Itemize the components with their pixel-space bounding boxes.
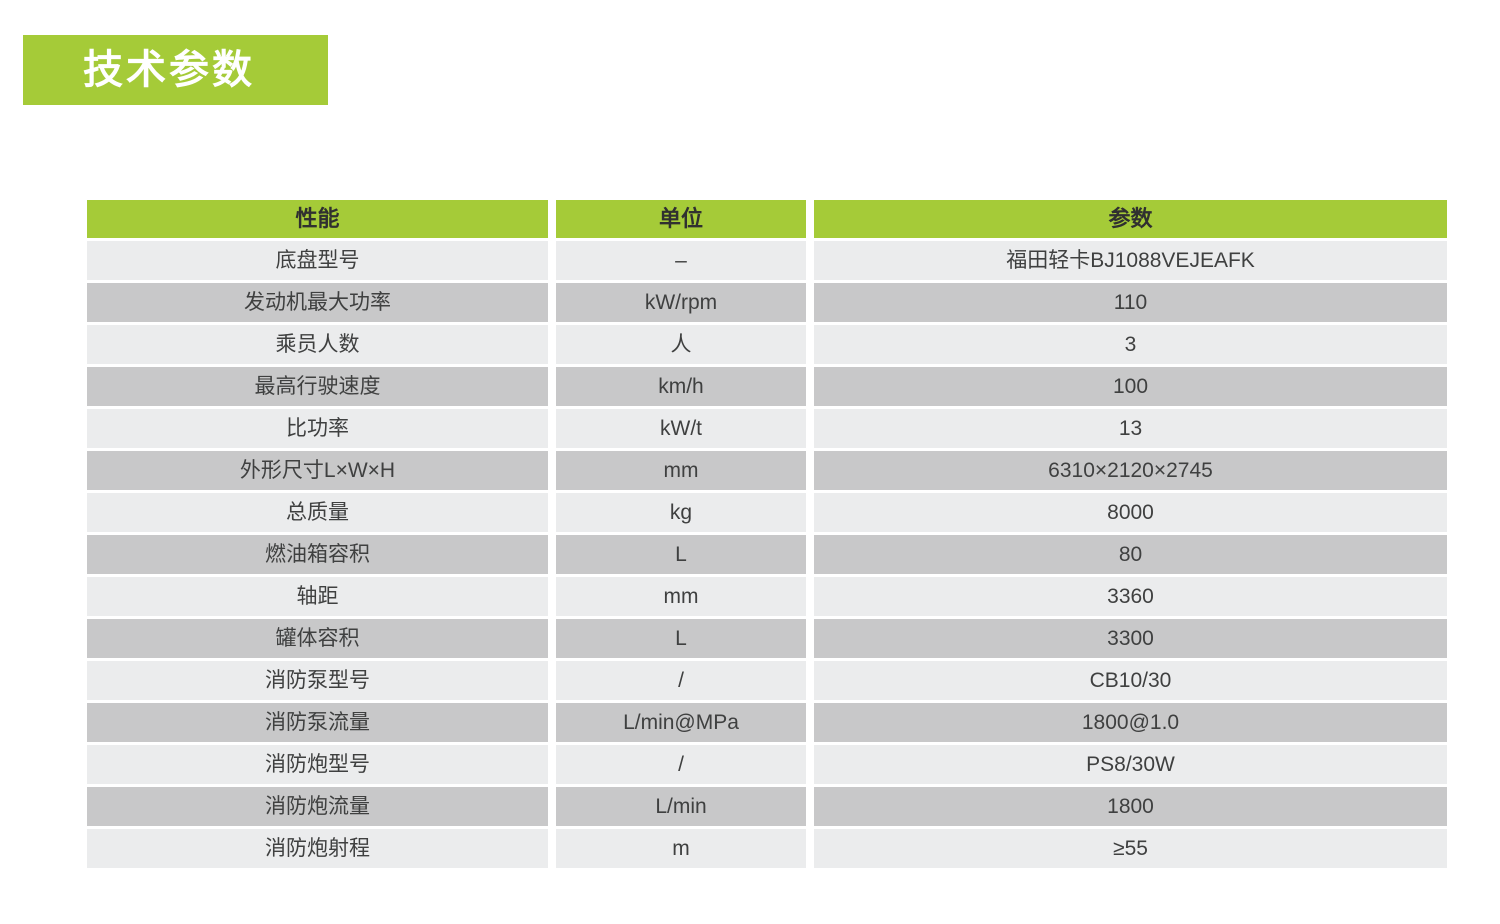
param-name-cell: 总质量: [87, 493, 548, 532]
col-header-parameter: 参数: [814, 200, 1447, 238]
param-name-cell: 消防炮流量: [87, 787, 548, 826]
param-name-cell: 乘员人数: [87, 325, 548, 364]
value-cell: 6310×2120×2745: [814, 451, 1447, 490]
col-header-unit: 单位: [556, 200, 806, 238]
value-cell: 80: [814, 535, 1447, 574]
unit-cell: L: [556, 535, 806, 574]
param-name-cell: 发动机最大功率: [87, 283, 548, 322]
unit-cell: kW/t: [556, 409, 806, 448]
param-name-cell: 比功率: [87, 409, 548, 448]
spec-table: 性能 单位 参数 底盘型号 – 福田轻卡BJ1088VEJEAFK 发动机最大功率 kW…: [87, 200, 1447, 868]
value-cell: 13: [814, 409, 1447, 448]
unit-cell: –: [556, 241, 806, 280]
unit-cell: kW/rpm: [556, 283, 806, 322]
unit-cell: /: [556, 661, 806, 700]
value-cell: 1800@1.0: [814, 703, 1447, 742]
unit-cell: 人: [556, 325, 806, 364]
unit-cell: L: [556, 619, 806, 658]
param-name-cell: 燃油箱容积: [87, 535, 548, 574]
param-name-cell: 最高行驶速度: [87, 367, 548, 406]
unit-cell: L/min@MPa: [556, 703, 806, 742]
section-title-banner: 技术参数: [23, 35, 328, 105]
unit-cell: mm: [556, 451, 806, 490]
value-cell: PS8/30W: [814, 745, 1447, 784]
param-name-cell: 底盘型号: [87, 241, 548, 280]
value-cell: 8000: [814, 493, 1447, 532]
param-name-cell: 消防泵型号: [87, 661, 548, 700]
col-header-performance: 性能: [87, 200, 548, 238]
unit-cell: mm: [556, 577, 806, 616]
value-cell: CB10/30: [814, 661, 1447, 700]
value-cell: 3: [814, 325, 1447, 364]
value-cell: ≥55: [814, 829, 1447, 868]
value-cell: 100: [814, 367, 1447, 406]
param-name-cell: 消防炮射程: [87, 829, 548, 868]
unit-cell: m: [556, 829, 806, 868]
unit-cell: kg: [556, 493, 806, 532]
value-cell: 3360: [814, 577, 1447, 616]
page-title: 技术参数: [83, 48, 255, 92]
unit-cell: km/h: [556, 367, 806, 406]
param-name-cell: 消防炮型号: [87, 745, 548, 784]
param-name-cell: 外形尺寸L×W×H: [87, 451, 548, 490]
param-name-cell: 罐体容积: [87, 619, 548, 658]
value-cell: 3300: [814, 619, 1447, 658]
param-name-cell: 轴距: [87, 577, 548, 616]
unit-cell: /: [556, 745, 806, 784]
unit-cell: L/min: [556, 787, 806, 826]
param-name-cell: 消防泵流量: [87, 703, 548, 742]
value-cell: 福田轻卡BJ1088VEJEAFK: [814, 241, 1447, 280]
value-cell: 1800: [814, 787, 1447, 826]
value-cell: 110: [814, 283, 1447, 322]
